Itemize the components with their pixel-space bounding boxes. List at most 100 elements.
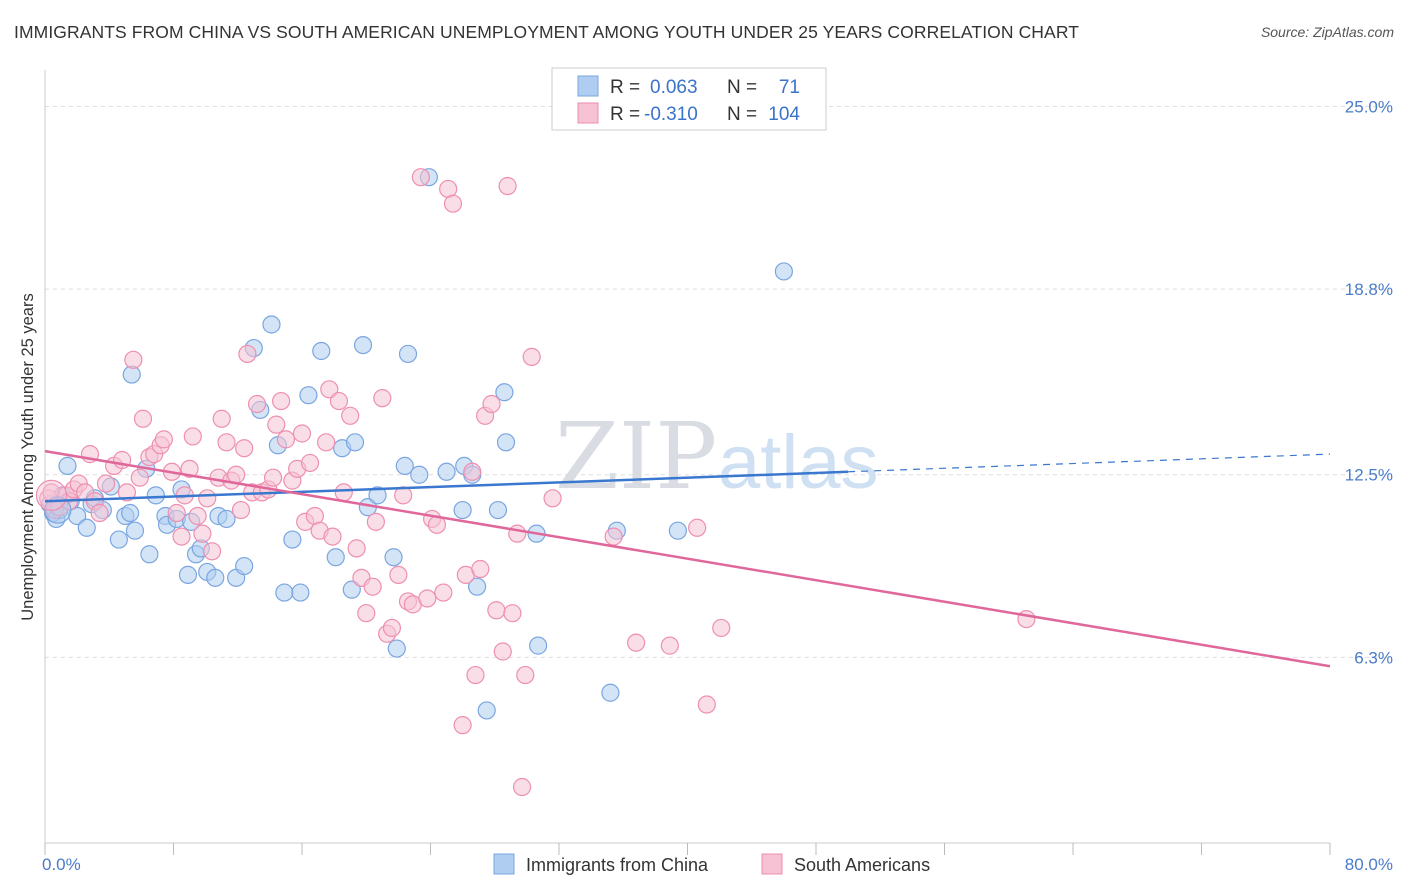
- data-point: [96, 474, 116, 493]
- data-point: [353, 336, 373, 355]
- data-point: [477, 701, 496, 720]
- data-point: [109, 530, 128, 549]
- data-point: [495, 383, 514, 402]
- data-point: [668, 521, 687, 540]
- watermark: ZIP atlas: [555, 403, 879, 510]
- data-point: [384, 548, 403, 567]
- stats-legend-r-value-south-americans: -0.310: [644, 104, 698, 125]
- stats-legend-r-value-china: 0.063: [650, 77, 698, 98]
- trend-line-south-americans: [44, 449, 1331, 668]
- data-point: [299, 386, 318, 405]
- trend-lines: [44, 449, 1331, 668]
- data-point: [437, 462, 456, 481]
- data-point: [394, 486, 413, 505]
- stats-legend: R = 0.063 N = 71 R = -0.310 N = 104: [551, 67, 827, 131]
- data-point: [1017, 609, 1036, 629]
- data-point: [167, 503, 186, 523]
- data-point: [320, 380, 339, 399]
- data-point: [697, 695, 716, 714]
- data-point: [235, 439, 254, 458]
- data-point: [217, 509, 236, 529]
- data-point: [453, 716, 472, 735]
- data-point: [283, 530, 302, 549]
- series-legend-label-china[interactable]: Immigrants from China: [526, 855, 709, 875]
- data-point: [291, 583, 310, 602]
- data-point: [77, 518, 96, 537]
- stats-legend-n-label-south-americans: N =: [727, 104, 757, 125]
- data-point: [267, 415, 286, 434]
- y-tick-label-1: 18.8%: [1345, 280, 1393, 299]
- data-point: [345, 433, 365, 452]
- chart-title: IMMIGRANTS FROM CHINA VS SOUTH AMERICAN …: [14, 22, 1080, 42]
- data-point: [178, 565, 198, 585]
- data-point: [341, 406, 360, 425]
- data-point: [212, 409, 231, 428]
- stats-legend-n-value-china: 71: [779, 77, 800, 98]
- data-point: [172, 527, 191, 546]
- data-point: [117, 483, 137, 502]
- data-point: [183, 427, 202, 446]
- series-legend[interactable]: Immigrants from China South Americans: [493, 853, 930, 875]
- data-point: [276, 430, 296, 449]
- ticks: 25.0% 18.8% 12.5% 6.3% 0.0% 80.0%: [42, 97, 1393, 874]
- stats-legend-swatch-china: [577, 75, 599, 97]
- trend-line-china: [44, 470, 849, 503]
- data-point: [368, 486, 387, 505]
- data-point: [180, 459, 199, 478]
- data-point: [90, 503, 109, 523]
- data-point: [300, 453, 320, 473]
- data-point: [660, 636, 679, 655]
- data-point: [275, 583, 294, 602]
- data-point: [395, 456, 414, 475]
- source-label: Source: ZipAtlas.com: [1260, 24, 1394, 40]
- data-point: [418, 589, 437, 608]
- series-legend-label-south-americans[interactable]: South Americans: [794, 855, 930, 875]
- data-point: [463, 462, 482, 481]
- data-point: [326, 548, 345, 567]
- data-point: [389, 565, 408, 585]
- stats-legend-n-label-china: N =: [727, 77, 757, 98]
- data-point: [467, 577, 487, 596]
- data-point: [496, 433, 516, 452]
- points-layer: [35, 168, 1036, 797]
- data-point: [366, 512, 385, 531]
- data-point: [522, 347, 541, 366]
- series-legend-swatch-china[interactable]: [493, 853, 515, 875]
- y-tick-label-3: 6.3%: [1354, 648, 1393, 667]
- data-point: [35, 479, 68, 511]
- data-point: [206, 568, 225, 587]
- data-point: [443, 194, 463, 213]
- stats-legend-r-label-china: R =: [610, 77, 640, 98]
- data-point: [146, 486, 165, 505]
- data-point: [493, 642, 512, 661]
- stats-legend-n-value-south-americans: 104: [768, 104, 800, 125]
- data-point: [235, 556, 254, 576]
- watermark-zip: ZIP: [555, 403, 717, 510]
- data-point: [434, 583, 453, 602]
- data-point: [334, 483, 353, 502]
- data-point: [712, 618, 731, 638]
- data-point: [198, 489, 217, 508]
- data-point: [529, 636, 548, 655]
- data-point: [411, 168, 430, 187]
- series-legend-swatch-south-americans[interactable]: [761, 853, 783, 875]
- data-point: [188, 506, 207, 526]
- data-point: [774, 262, 793, 281]
- data-point: [193, 524, 212, 543]
- data-point: [382, 618, 402, 638]
- data-point: [121, 503, 140, 523]
- data-point: [133, 409, 153, 428]
- data-point: [357, 604, 376, 623]
- data-point: [601, 683, 620, 702]
- data-point: [373, 389, 392, 408]
- data-point: [263, 468, 283, 487]
- data-point: [124, 350, 143, 369]
- data-point: [323, 527, 342, 546]
- data-point: [227, 465, 246, 484]
- data-point: [387, 639, 406, 658]
- data-point: [604, 527, 623, 546]
- data-point: [543, 489, 562, 508]
- data-point: [347, 539, 366, 558]
- data-point: [512, 777, 532, 797]
